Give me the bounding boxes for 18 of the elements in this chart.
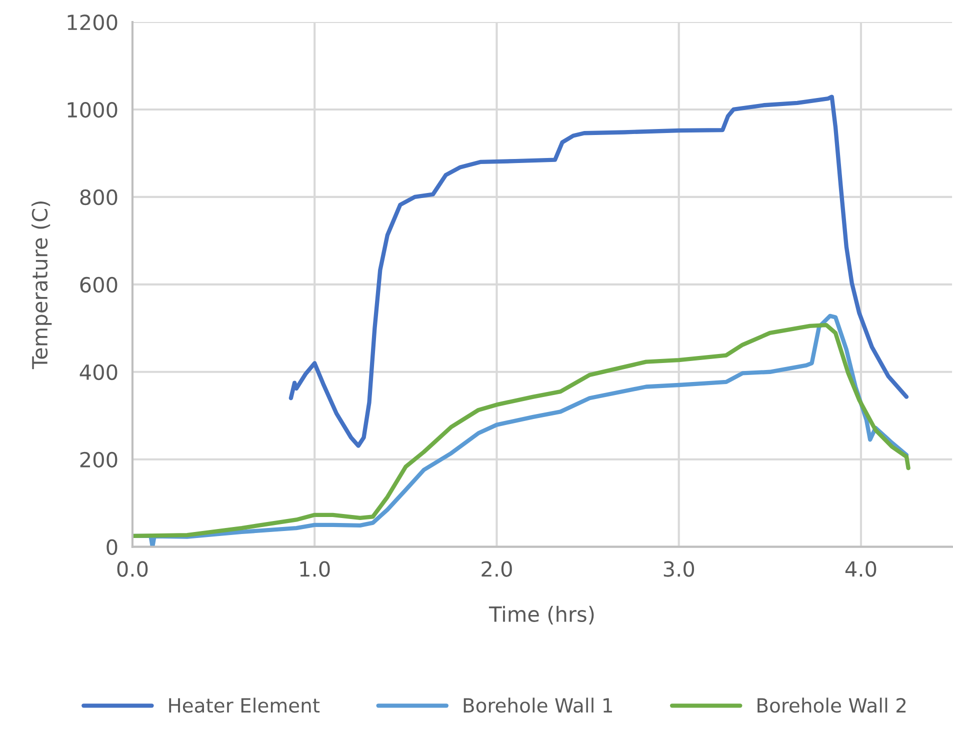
legend-label: Borehole Wall 1 <box>464 698 612 713</box>
x-tick-label: 3.0 <box>664 561 694 577</box>
line-series <box>288 94 909 448</box>
y-tick-label: 800 <box>80 189 118 206</box>
y-tick-label: 400 <box>80 364 118 380</box>
x-tick-label: 1.0 <box>300 561 330 577</box>
x-tick-label: 0.0 <box>117 561 148 577</box>
y-axis-title: Temperature (C) <box>32 202 52 370</box>
legend-label: Borehole Wall 2 <box>758 698 906 713</box>
y-tick-label: 1000 <box>68 102 118 118</box>
y-tick-label: 1200 <box>68 14 118 30</box>
y-tick-label: 600 <box>80 276 118 293</box>
y-tick-label: 0 <box>106 539 118 556</box>
y-tick-label: 200 <box>80 452 118 468</box>
x-tick-label: 2.0 <box>482 561 512 577</box>
legend-label: Heater Element <box>169 698 320 713</box>
x-axis-title: Time (hrs) <box>488 606 594 624</box>
x-tick-label: 4.0 <box>845 561 876 577</box>
